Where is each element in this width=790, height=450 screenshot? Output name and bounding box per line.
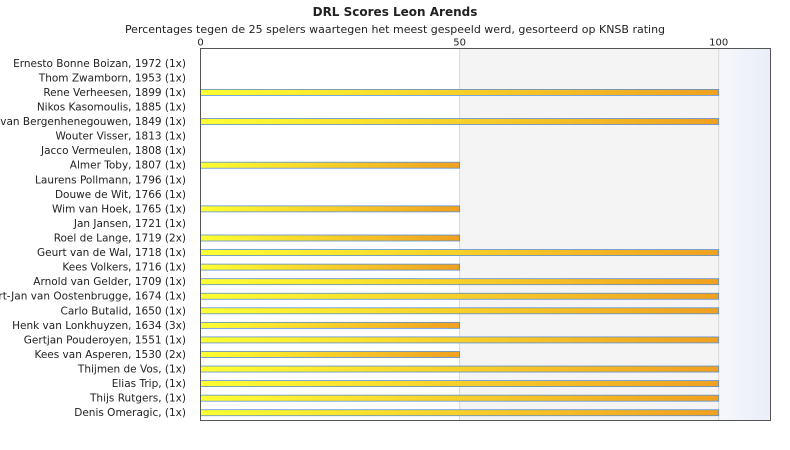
category-label: Almer Toby, 1807 (1x) — [70, 160, 186, 172]
bar — [200, 263, 460, 271]
x-tick-label-100: 100 — [709, 38, 728, 49]
x-tick-label-50: 50 — [453, 38, 466, 49]
category-label: Thijs Rutgers, (1x) — [89, 393, 186, 405]
category-label: Wim van Hoek, 1765 (1x) — [52, 203, 186, 215]
plot-band-50-100 — [459, 48, 719, 421]
category-label: Thom Zwamborn, 1953 (1x) — [38, 72, 186, 84]
bar — [200, 234, 460, 242]
bar — [200, 336, 720, 344]
bar — [200, 89, 720, 96]
category-label: Fred van Bergenhenegouwen, 1849 (1x) — [0, 116, 186, 128]
category-label: Ernesto Bonne Boizan, 1972 (1x) — [13, 58, 186, 70]
bar — [200, 205, 460, 213]
category-label: Jacco Vermeulen, 1808 (1x) — [40, 145, 186, 157]
bar — [200, 161, 460, 169]
bar — [200, 365, 720, 373]
category-label: Jan Jansen, 1721 (1x) — [73, 218, 186, 230]
bar — [200, 118, 720, 125]
category-label: Kees Volkers, 1716 (1x) — [62, 262, 186, 274]
category-label: Rene Verheesen, 1899 (1x) — [43, 87, 186, 99]
plot-band-100-max — [718, 48, 771, 421]
x-axis-ticks: 0 50 100 — [197, 38, 728, 49]
category-label: Gertjan Pouderoyen, 1551 (1x) — [24, 334, 186, 346]
category-label: Arnold van Gelder, 1709 (1x) — [33, 276, 186, 288]
category-label: Nikos Kasomoulis, 1885 (1x) — [37, 101, 186, 113]
category-labels: Ernesto Bonne Boizan, 1972 (1x) Thom Zwam… — [0, 58, 186, 419]
bar — [200, 307, 720, 315]
bar — [200, 351, 460, 358]
bar — [200, 380, 720, 388]
category-label: Henk van Lonkhuyzen, 1634 (3x) — [12, 320, 186, 332]
category-label: Kees van Asperen, 1530 (2x) — [34, 349, 186, 361]
category-label: Laurens Pollmann, 1796 (1x) — [35, 174, 186, 186]
plot-background — [200, 48, 771, 421]
category-label: Denis Omeragic, (1x) — [74, 407, 186, 419]
bar — [200, 321, 460, 329]
category-label: Roel de Lange, 1719 (2x) — [54, 233, 186, 245]
bar — [200, 394, 720, 402]
plot-border — [200, 48, 771, 421]
chart-subtitle: Percentages tegen de 25 spelers waartege… — [125, 23, 665, 36]
grid-lines — [459, 48, 720, 421]
category-label: Douwe de Wit, 1766 (1x) — [55, 189, 186, 201]
bar — [200, 278, 720, 286]
category-label: Wouter Visser, 1813 (1x) — [56, 131, 187, 143]
category-label: Gert-Jan van Oostenbrugge, 1674 (1x) — [0, 291, 186, 303]
bar — [200, 249, 720, 256]
plot-band-0-50 — [200, 48, 460, 421]
category-label: Geurt van de Wal, 1718 (1x) — [37, 247, 186, 259]
x-tick-label-0: 0 — [197, 38, 203, 49]
category-label: Carlo Butalid, 1650 (1x) — [61, 305, 187, 317]
chart-title: DRL Scores Leon Arends — [313, 5, 478, 19]
category-label: Elias Trip, (1x) — [112, 378, 186, 390]
bar — [200, 409, 720, 417]
bar — [200, 292, 720, 300]
category-label: Thijmen de Vos, (1x) — [77, 364, 186, 376]
